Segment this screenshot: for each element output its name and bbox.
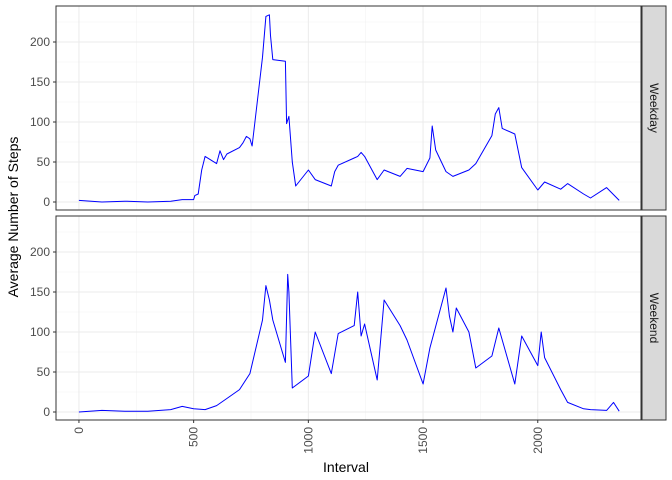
x-axis-title: Interval bbox=[323, 459, 369, 475]
y-tick-label: 200 bbox=[30, 245, 50, 259]
panels-layer: 0 50 100 150 200 Weekday 0 50 100 150 200 Weekend bbox=[30, 5, 667, 421]
series-line-weekday bbox=[78, 14, 620, 203]
panel-border bbox=[55, 215, 642, 421]
facet-strip bbox=[641, 215, 667, 421]
series-line-weekend bbox=[78, 273, 620, 413]
y-tick-label: 50 bbox=[37, 155, 51, 169]
y-tick-label: 200 bbox=[30, 35, 50, 49]
y-tick-label: 0 bbox=[43, 405, 50, 419]
y-axis-title: Average Number of Steps bbox=[5, 137, 21, 298]
x-tick-label: 1000 bbox=[301, 427, 315, 454]
y-tick-label: 150 bbox=[30, 75, 50, 89]
panel-background bbox=[56, 6, 641, 210]
panel-background bbox=[56, 216, 641, 420]
y-tick-label: 100 bbox=[30, 325, 50, 339]
x-tick-label: 500 bbox=[187, 427, 201, 447]
panel-border bbox=[55, 5, 642, 211]
x-tick-label: 1500 bbox=[416, 427, 430, 454]
y-tick-label: 50 bbox=[37, 365, 51, 379]
panel-weekend: 0 50 100 150 200 Weekend bbox=[30, 215, 667, 421]
facet-strip-label: Weekday bbox=[647, 83, 661, 133]
y-tick-label: 100 bbox=[30, 115, 50, 129]
facet-strip-label: Weekend bbox=[647, 293, 661, 343]
panel-weekday: 0 50 100 150 200 Weekday bbox=[30, 5, 667, 211]
x-tick-label: 0 bbox=[72, 427, 86, 434]
y-tick-label: 0 bbox=[43, 195, 50, 209]
facet-strip bbox=[641, 5, 667, 211]
y-tick-label: 150 bbox=[30, 285, 50, 299]
x-tick-label: 2000 bbox=[531, 427, 545, 454]
x-axis-ticks: 0 500 1000 1500 2000 bbox=[72, 420, 545, 454]
